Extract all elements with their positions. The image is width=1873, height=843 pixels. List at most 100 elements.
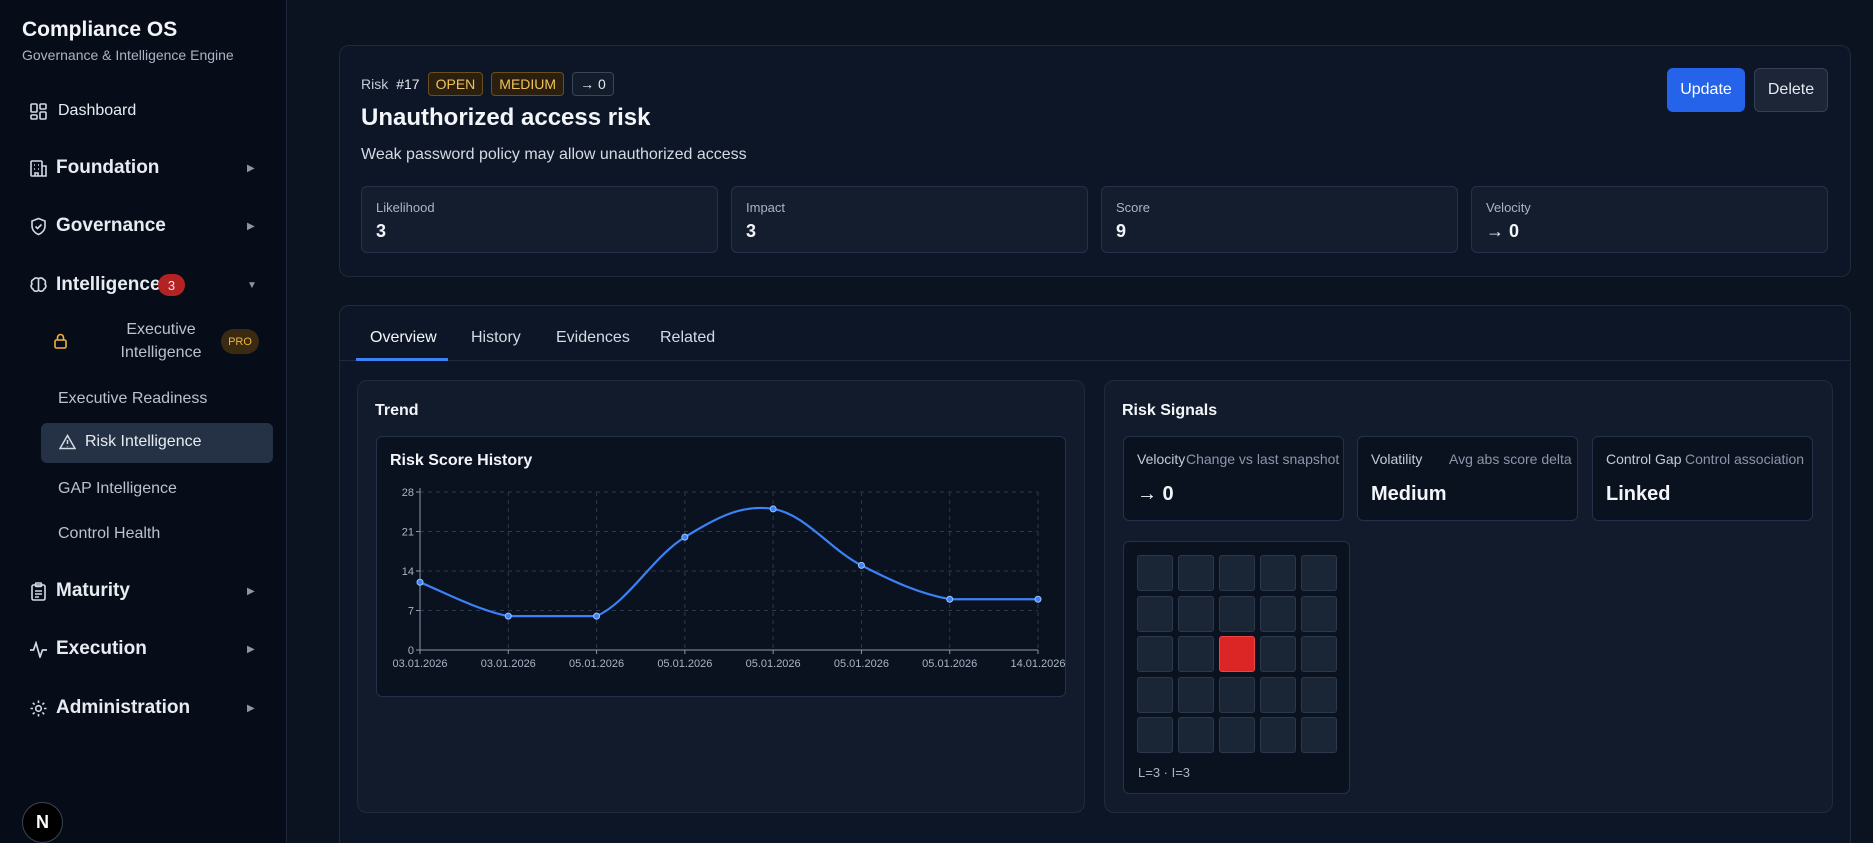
heatmap-cell xyxy=(1178,636,1214,672)
tab-related[interactable]: Related xyxy=(660,329,716,346)
y-tick-label: 14 xyxy=(402,566,414,578)
risk-description: Weak password policy may allow unauthori… xyxy=(361,146,747,163)
sidebar-section-intelligence[interactable]: Intelligence 3 ▼ xyxy=(0,273,287,297)
series-line xyxy=(419,506,1038,618)
signal-label: Control Gap xyxy=(1606,451,1682,467)
sidebar-item-control-health[interactable]: Control Health xyxy=(58,525,161,542)
heatmap-cell xyxy=(1301,717,1337,753)
brain-icon xyxy=(28,275,48,295)
x-tick-label: 05.01.2026 xyxy=(657,658,712,670)
heatmap-cell xyxy=(1137,717,1173,753)
heatmap-cell xyxy=(1260,555,1296,591)
heatmap-cell xyxy=(1260,717,1296,753)
metric-label: Impact xyxy=(746,200,786,215)
sidebar-item-executive-readiness[interactable]: Executive Readiness xyxy=(58,390,208,407)
active-tab-indicator xyxy=(356,358,448,361)
heatmap-cell xyxy=(1219,555,1255,591)
heatmap-cell xyxy=(1260,676,1296,713)
x-tick-label: 05.01.2026 xyxy=(569,658,624,670)
metric-label: Score xyxy=(1116,200,1150,215)
data-point xyxy=(504,612,512,620)
signal-hint: Control association xyxy=(1685,451,1805,467)
data-point xyxy=(593,612,601,620)
clipboard-icon xyxy=(28,581,48,601)
lock-icon xyxy=(53,333,68,354)
heatmap-cell xyxy=(1137,555,1173,591)
heatmap-cell xyxy=(1301,595,1337,632)
sidebar-section-label: Administration xyxy=(56,697,191,718)
heatmap-cell xyxy=(1219,717,1255,753)
tab-overview[interactable]: Overview xyxy=(370,329,437,346)
heatmap-cell xyxy=(1137,595,1173,632)
y-tick-label: 0 xyxy=(408,645,414,657)
trend-title: Trend xyxy=(375,402,419,419)
heatmap-cell xyxy=(1219,676,1255,713)
chart-title: Risk Score History xyxy=(390,452,533,469)
metric-value: → 0 xyxy=(1486,221,1520,241)
sidebar-item-executive-intelligence[interactable]: Executive Intelligence xyxy=(41,318,273,366)
metric-value: 9 xyxy=(1116,221,1127,241)
signal-value: Linked xyxy=(1606,483,1671,505)
sidebar-item-dashboard[interactable]: Dashboard xyxy=(0,100,287,122)
sidebar-item-gap-intelligence[interactable]: GAP Intelligence xyxy=(58,480,177,497)
update-button[interactable]: Update xyxy=(1667,68,1745,112)
heatmap-cell xyxy=(1301,676,1337,713)
signal-value: → 0 xyxy=(1137,483,1174,505)
tab-history[interactable]: History xyxy=(471,329,521,346)
data-point xyxy=(946,595,954,603)
shield-check-icon xyxy=(28,216,48,236)
sidebar-item-label: Executive Intelligence xyxy=(120,321,202,361)
signal-velocity: Velocity Change vs last snapshot → 0 xyxy=(1123,436,1344,521)
app-title: Compliance OS xyxy=(22,18,178,41)
risk-signals-title: Risk Signals xyxy=(1122,402,1218,419)
sidebar-item-label: Dashboard xyxy=(58,102,137,119)
signal-value: Medium xyxy=(1371,483,1447,505)
y-tick-label: 28 xyxy=(402,487,414,499)
heatmap-cell xyxy=(1301,636,1337,672)
velocity-badge: → 0 xyxy=(572,72,614,96)
metric-value: 3 xyxy=(376,221,387,241)
sidebar-section-label: Foundation xyxy=(56,157,160,178)
x-tick-label: 03.01.2026 xyxy=(392,658,447,670)
heatmap-cell xyxy=(1178,717,1214,753)
risk-meta-row: Risk #17 OPEN MEDIUM → 0 xyxy=(361,72,614,96)
sidebar-section-label: Execution xyxy=(56,638,147,659)
metric-label: Velocity xyxy=(1486,200,1531,215)
heatmap-cell xyxy=(1178,676,1214,713)
metric-velocity: Velocity → 0 xyxy=(1471,186,1828,253)
caret-down-icon: ▼ xyxy=(247,279,257,291)
nextjs-logo-button[interactable]: N xyxy=(22,802,63,843)
building-icon xyxy=(28,158,48,178)
pro-badge: PRO xyxy=(221,329,259,354)
x-tick-label: 05.01.2026 xyxy=(922,658,977,670)
signal-label: Volatility xyxy=(1371,451,1423,467)
sidebar-item-risk-intelligence[interactable]: Risk Intelligence xyxy=(41,423,273,463)
warning-triangle-icon xyxy=(58,433,77,455)
sidebar-section-foundation[interactable]: Foundation ▶ xyxy=(0,156,287,180)
y-tick-label: 21 xyxy=(402,527,414,539)
caret-right-icon: ▶ xyxy=(247,162,255,174)
metric-label: Likelihood xyxy=(376,200,435,215)
severity-badge: MEDIUM xyxy=(491,72,565,96)
page-title: Unauthorized access risk xyxy=(361,104,651,131)
caret-right-icon: ▶ xyxy=(247,702,255,714)
app-subtitle: Governance & Intelligence Engine xyxy=(22,47,234,63)
sidebar-section-governance[interactable]: Governance ▶ xyxy=(0,214,287,238)
metric-value: 3 xyxy=(746,221,757,241)
tab-evidences[interactable]: Evidences xyxy=(556,329,630,346)
sidebar-section-label: Governance xyxy=(56,215,166,236)
sidebar-section-administration[interactable]: Administration ▶ xyxy=(0,696,287,720)
signal-control-gap: Control Gap Control association Linked xyxy=(1592,436,1813,521)
heatmap-cell xyxy=(1178,555,1214,591)
data-point xyxy=(1034,595,1042,603)
sidebar-section-execution[interactable]: Execution ▶ xyxy=(0,637,287,661)
caret-right-icon: ▶ xyxy=(247,220,255,232)
heatmap-cell xyxy=(1260,595,1296,632)
risk-label: Risk xyxy=(361,76,389,92)
delete-button[interactable]: Delete xyxy=(1754,68,1828,112)
signal-hint: Change vs last snapshot xyxy=(1186,451,1340,467)
signal-volatility: Volatility Avg abs score delta Medium xyxy=(1357,436,1578,521)
x-tick-label: 03.01.2026 xyxy=(481,658,536,670)
sidebar-section-label: Intelligence xyxy=(56,274,161,295)
sidebar-section-maturity[interactable]: Maturity ▶ xyxy=(0,579,287,603)
